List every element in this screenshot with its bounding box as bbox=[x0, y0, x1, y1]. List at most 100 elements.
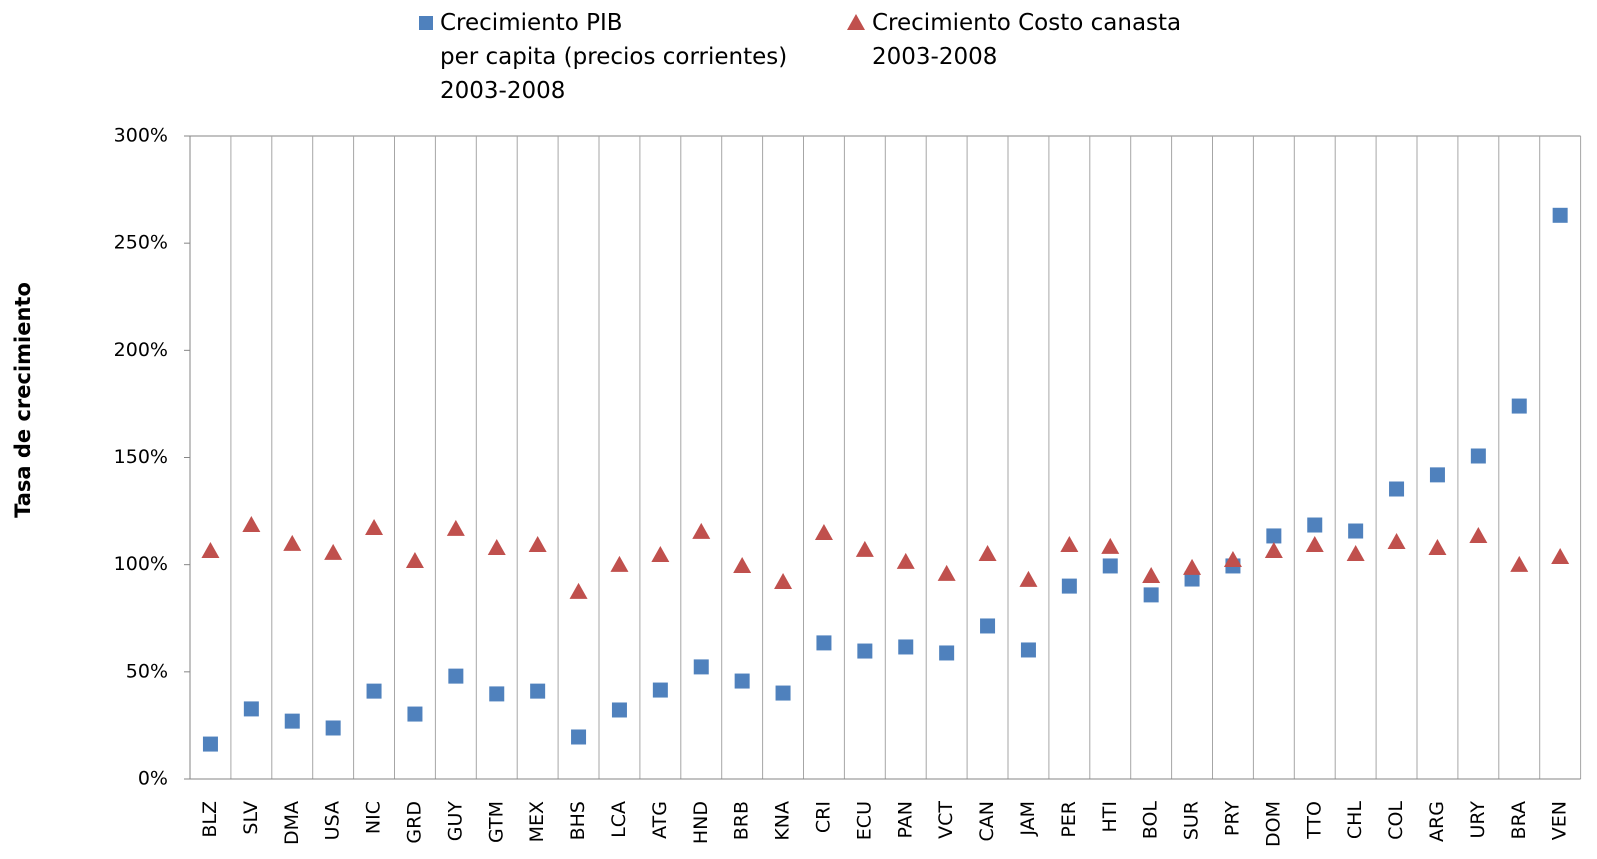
marker bbox=[446, 519, 465, 536]
legend-swatch bbox=[419, 16, 433, 30]
marker bbox=[487, 538, 506, 555]
marker bbox=[775, 685, 791, 701]
x-tick-label: USA bbox=[322, 801, 344, 840]
x-tick-label: DMA bbox=[281, 801, 303, 845]
x-tick-label: GTM bbox=[485, 801, 507, 843]
y-tick-label: 100% bbox=[114, 553, 168, 575]
marker bbox=[1511, 398, 1527, 414]
x-tick-label: JAM bbox=[1017, 801, 1039, 837]
x-tick-label: CRI bbox=[812, 801, 834, 833]
y-tick-label: 250% bbox=[114, 232, 168, 254]
x-tick-label: VCT bbox=[935, 801, 957, 839]
marker bbox=[1387, 532, 1406, 549]
x-tick-label: PAN bbox=[894, 801, 916, 838]
x-tick-label: BRB bbox=[731, 801, 753, 840]
marker bbox=[242, 516, 261, 533]
x-tick-label: KNA bbox=[772, 801, 794, 841]
y-tick-label: 150% bbox=[114, 446, 168, 468]
x-tick-label: URY bbox=[1467, 801, 1489, 839]
marker bbox=[325, 720, 341, 736]
legend-label: Crecimiento Costo canasta 2003-2008 bbox=[872, 10, 1182, 70]
marker bbox=[1143, 587, 1159, 603]
marker bbox=[201, 541, 220, 558]
x-tick-label: BLZ bbox=[199, 801, 221, 838]
y-tick-label: 0% bbox=[138, 768, 168, 790]
x-tick-label: NIC bbox=[363, 801, 385, 834]
x-tick-label: MEX bbox=[526, 801, 548, 842]
marker bbox=[857, 643, 873, 659]
y-tick-label: 300% bbox=[114, 125, 168, 147]
marker bbox=[284, 713, 300, 729]
y-axis-label: Tasa de crecimiento bbox=[11, 282, 35, 518]
x-tick-label: TTO bbox=[1303, 801, 1325, 840]
x-tick-label: SUR bbox=[1181, 801, 1203, 840]
marker bbox=[1102, 558, 1118, 574]
x-tick-label: CHL bbox=[1344, 801, 1366, 840]
x-tick-label: HTI bbox=[1099, 801, 1121, 833]
marker bbox=[980, 618, 996, 634]
y-tick-label: 50% bbox=[126, 660, 168, 682]
marker bbox=[1183, 558, 1202, 575]
marker bbox=[1346, 544, 1365, 561]
marker bbox=[978, 544, 997, 561]
x-tick-label: GUY bbox=[444, 801, 466, 842]
marker bbox=[571, 729, 587, 745]
marker bbox=[855, 540, 874, 557]
marker bbox=[1266, 528, 1282, 544]
marker bbox=[448, 668, 464, 684]
x-tick-label: COL bbox=[1385, 801, 1407, 840]
x-tick-label: BOL bbox=[1140, 801, 1162, 840]
x-tick-label: PER bbox=[1058, 801, 1080, 838]
marker bbox=[898, 639, 914, 655]
marker bbox=[1020, 642, 1036, 658]
x-tick-label: BHS bbox=[567, 801, 589, 840]
x-tick-label: ARG bbox=[1426, 801, 1448, 842]
x-tick-label: PRY bbox=[1221, 801, 1243, 836]
marker bbox=[1470, 448, 1486, 464]
marker bbox=[202, 736, 218, 752]
marker bbox=[1061, 578, 1077, 594]
x-tick-label: ATG bbox=[649, 801, 671, 839]
marker bbox=[1510, 555, 1529, 572]
marker bbox=[243, 701, 259, 717]
marker bbox=[733, 556, 752, 573]
marker bbox=[610, 555, 629, 572]
marker bbox=[652, 682, 668, 698]
marker bbox=[569, 582, 588, 599]
x-tick-label: SLV bbox=[240, 801, 262, 835]
marker bbox=[816, 635, 832, 651]
x-tick-label: CAN bbox=[976, 801, 998, 841]
x-tick-label: VEN bbox=[1549, 801, 1571, 840]
marker bbox=[734, 673, 750, 689]
marker bbox=[692, 522, 711, 539]
x-tick-label: DOM bbox=[1262, 801, 1284, 847]
marker bbox=[1264, 541, 1283, 558]
marker bbox=[937, 564, 956, 581]
x-tick-label: ECU bbox=[853, 801, 875, 840]
marker bbox=[1469, 526, 1488, 543]
marker bbox=[324, 543, 343, 560]
marker bbox=[774, 573, 793, 590]
marker bbox=[1429, 467, 1445, 483]
marker bbox=[407, 706, 423, 722]
marker bbox=[1428, 538, 1447, 555]
marker bbox=[896, 552, 915, 569]
marker bbox=[1142, 567, 1161, 584]
marker bbox=[365, 519, 384, 536]
marker bbox=[651, 546, 670, 563]
legend-label: Crecimiento PIB per capita (precios corr… bbox=[440, 10, 788, 104]
marker bbox=[1305, 535, 1324, 552]
marker bbox=[1184, 571, 1200, 587]
marker bbox=[1019, 570, 1038, 587]
marker bbox=[1101, 537, 1120, 554]
marker bbox=[1060, 535, 1079, 552]
marker bbox=[489, 686, 505, 702]
x-tick-label: HND bbox=[690, 801, 712, 844]
marker bbox=[530, 683, 546, 699]
x-tick-label: GRD bbox=[403, 801, 425, 844]
marker bbox=[1307, 517, 1323, 533]
marker bbox=[1551, 547, 1570, 564]
marker bbox=[939, 645, 955, 661]
